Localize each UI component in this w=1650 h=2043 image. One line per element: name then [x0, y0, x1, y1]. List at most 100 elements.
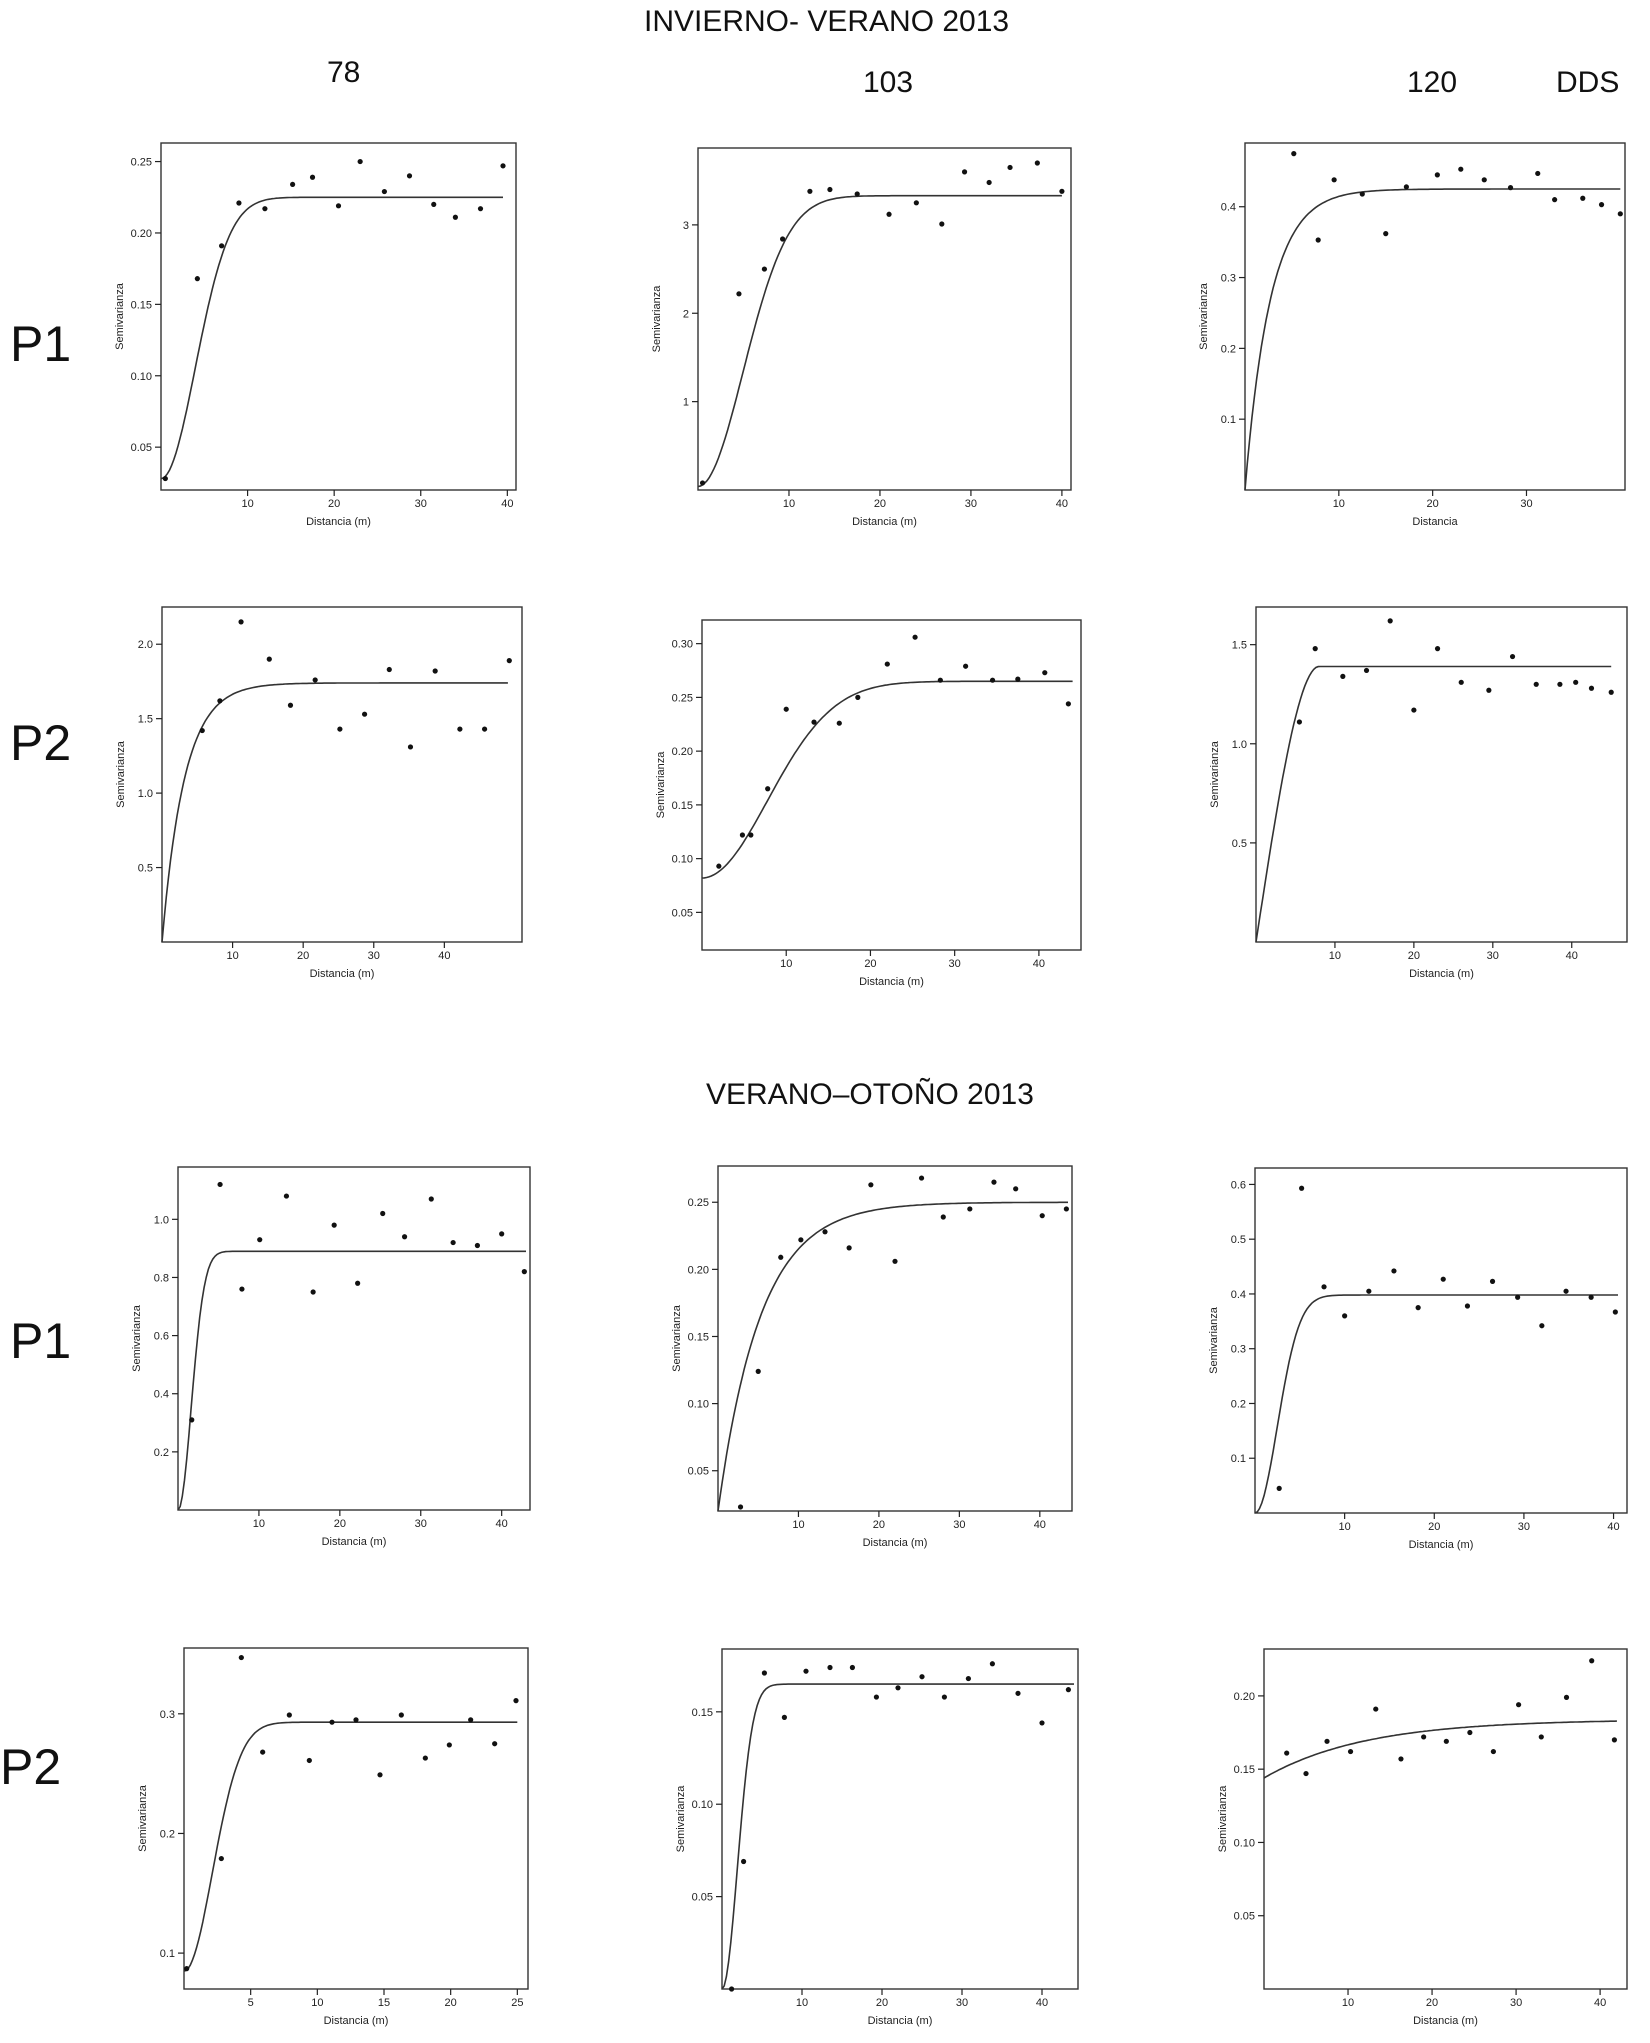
x-tick-label: 40 [1036, 1997, 1048, 2009]
data-point [827, 1664, 833, 1671]
x-tick-label: 40 [501, 498, 513, 510]
data-point [849, 1664, 855, 1671]
data-point [778, 1254, 784, 1260]
data-point [1458, 679, 1464, 685]
data-point [306, 1757, 312, 1764]
data-point [1588, 685, 1595, 691]
data-point [357, 158, 363, 165]
data-point [287, 702, 294, 708]
data-point [446, 1742, 452, 1748]
y-tick-label: 0.15 [688, 1331, 709, 1343]
section-title-bottom: VERANO–OTOÑO 2013 [706, 1078, 1034, 1111]
y-tick-label: 0.05 [688, 1466, 709, 1478]
data-point [1538, 1734, 1544, 1740]
y-tick-label: 0.5 [1232, 838, 1247, 850]
data-point [331, 1222, 337, 1228]
y-axis-label: Semivarianza [651, 285, 663, 353]
y-tick-label: 0.15 [672, 800, 693, 812]
x-tick-label: 10 [1329, 950, 1341, 962]
data-point [1284, 1750, 1290, 1756]
x-axis-label: Distancia (m) [863, 1537, 928, 1549]
x-tick-label: 30 [956, 1997, 968, 2009]
x-tick-label: 20 [864, 958, 876, 970]
x-tick-label: 40 [1034, 1519, 1046, 1531]
y-tick-label: 0.2 [1221, 343, 1236, 355]
x-tick-label: 10 [1339, 1521, 1351, 1533]
plot-frame [1254, 1167, 1628, 1514]
data-point [1347, 1748, 1354, 1755]
data-point [1299, 1185, 1305, 1191]
row-label-top-p2: P2 [10, 715, 72, 771]
data-point [199, 727, 205, 734]
data-point [989, 1661, 995, 1667]
data-point [239, 1286, 245, 1292]
data-point [1467, 1729, 1473, 1736]
y-tick-label: 0.15 [692, 1707, 713, 1719]
x-tick-label: 20 [1428, 1521, 1440, 1533]
data-point [1535, 170, 1541, 177]
variogram-invierno-p2-103: 10 20 30 40 0.05 0.10 0.15 0.20 0.25 0.30 Distanci… [655, 619, 1082, 988]
data-point [1486, 687, 1492, 693]
x-tick-label: 25 [511, 1997, 523, 2009]
y-axis-label: Semivarianza [1198, 282, 1210, 350]
data-point [286, 1712, 292, 1718]
data-point [1312, 646, 1318, 652]
data-point [739, 832, 746, 838]
data-point [761, 1670, 767, 1676]
x-axis-label: Distancia (m) [310, 968, 375, 980]
data-point [765, 786, 771, 792]
y-axis-label: Semivarianza [675, 1785, 687, 1853]
data-point [781, 1714, 787, 1720]
data-point [184, 1966, 190, 1972]
plot-frame [721, 1648, 1079, 1990]
y-tick-label: 0.1 [1221, 414, 1236, 426]
x-tick-label: 30 [965, 498, 977, 510]
y-tick-label: 0.05 [131, 442, 152, 454]
y-axis-label: Semivarianza [1217, 1785, 1229, 1853]
data-point [846, 1245, 852, 1251]
y-tick-label: 0.20 [672, 746, 693, 758]
data-point [481, 726, 488, 732]
data-point [1573, 679, 1579, 685]
y-tick-label: 1.0 [138, 788, 153, 800]
x-axis-label: Distancia (m) [322, 1536, 387, 1548]
variogram-invierno-p1-78: 10 20 30 40 0.05 0.10 0.15 0.20 0.25 Distancia (m… [114, 142, 517, 528]
data-point [1059, 188, 1065, 194]
data-point [1373, 1706, 1379, 1712]
x-axis-label: Distancia (m) [1409, 968, 1474, 980]
data-point [1557, 681, 1563, 687]
data-point [1608, 689, 1614, 695]
y-axis-label: Semivarianza [114, 282, 126, 350]
x-tick-label: 30 [415, 498, 427, 510]
y-tick-label: 0.15 [1234, 1764, 1255, 1776]
y-tick-label: 0.30 [672, 639, 693, 651]
data-point [262, 206, 268, 212]
x-tick-label: 10 [1333, 498, 1345, 510]
data-point [450, 1239, 456, 1246]
plot-frame [697, 147, 1072, 491]
column-header-103: 103 [863, 66, 914, 99]
data-point [1533, 681, 1539, 687]
fitted-model-curve [1244, 188, 1621, 491]
x-tick-label: 10 [226, 950, 238, 962]
plot-frame [160, 142, 517, 491]
row-label-bot-p1: P1 [10, 1313, 72, 1369]
y-tick-label: 1.5 [138, 714, 153, 726]
y-tick-label: 0.10 [692, 1799, 713, 1811]
x-tick-label: 30 [1518, 1521, 1530, 1533]
y-tick-label: 0.10 [672, 854, 693, 866]
fitted-model-curve [161, 682, 508, 943]
y-tick-label: 1 [683, 397, 689, 409]
y-axis-label: Semivarianza [115, 740, 127, 808]
data-point [1398, 1756, 1404, 1762]
x-axis-label: Distancia (m) [1409, 1539, 1474, 1551]
y-tick-label: 0.15 [131, 299, 152, 311]
y-tick-label: 2.0 [138, 639, 153, 651]
data-point [986, 179, 992, 186]
fitted-model-curve [160, 196, 503, 480]
data-point [1340, 673, 1346, 679]
plot-frame [717, 1165, 1073, 1512]
data-point [1015, 676, 1021, 682]
x-tick-label: 20 [334, 1518, 346, 1530]
data-point [1515, 1294, 1521, 1300]
